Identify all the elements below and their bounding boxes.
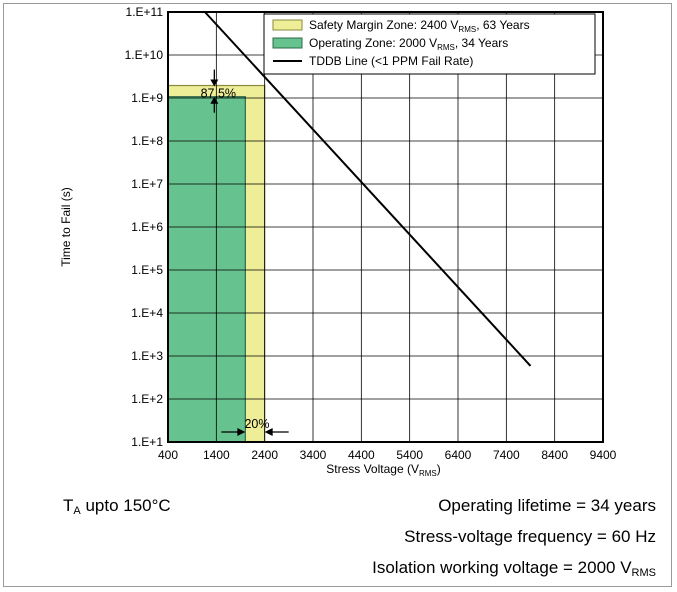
y-tick-label: 1.E+4: [131, 306, 163, 320]
y-tick-label: 1.E+5: [131, 263, 163, 277]
y-tick-label: 1.E+2: [131, 392, 163, 406]
temperature-note: TA upto 150°C: [63, 496, 171, 517]
x-tick-label: 4400: [348, 448, 375, 462]
lifetime-note: Operating lifetime = 34 years: [438, 496, 656, 515]
x-tick-label: 400: [158, 448, 178, 462]
grid-layer: [168, 11, 604, 442]
margin-arrow-right-head: [237, 428, 246, 436]
lines-layer: [204, 11, 532, 367]
legend-safety-margin-zone-label: Safety Margin Zone: 2400 VRMS, 63 Years: [309, 18, 530, 34]
legend-tddb-line-label: TDDB Line (<1 PPM Fail Rate): [309, 54, 473, 68]
y-tick-label: 1.E+9: [131, 91, 163, 105]
legend-safety-margin-zone-label-part: , 63 Years: [476, 18, 529, 32]
frequency-note: Stress-voltage frequency = 60 Hz: [404, 527, 656, 546]
x-tick-label: 2400: [251, 448, 278, 462]
y-tick-label: 1.E+3: [131, 349, 163, 363]
legend-safety-margin-zone-label-part: Safety Margin Zone: 2400 V: [309, 18, 458, 32]
x-axis-title: Stress Voltage (VRMS): [326, 462, 441, 478]
legend: Safety Margin Zone: 2400 VRMS, 63 YearsO…: [263, 13, 596, 75]
legend-operating-zone-label: Operating Zone: 2000 VRMS, 34 Years: [309, 36, 508, 52]
x-tick-label: 7400: [493, 448, 520, 462]
x-axis-title-main: Stress Voltage (V: [326, 462, 419, 476]
x-tick-label: 8400: [541, 448, 568, 462]
legend-operating-zone-label-part: RMS: [437, 43, 455, 52]
x-tick-label: 6400: [445, 448, 472, 462]
annotations-layer: 87.5% 20%: [201, 69, 289, 436]
y-tick-label: 1.E+7: [131, 177, 163, 191]
y-tick-label: 1.E+1: [131, 435, 163, 449]
tddb-line: [204, 11, 532, 367]
x-tick-label: 1400: [203, 448, 230, 462]
margin-label-87-5: 87.5%: [201, 87, 236, 101]
y-axis-title: Time to Fail (s): [59, 187, 73, 267]
tddb-chart: 87.5%20% 1.E+111.E+101.E+91.E+81.E+71.E+…: [59, 5, 617, 478]
margin-label-20: 20%: [244, 417, 269, 431]
legend-safety-margin-zone-swatch: [272, 19, 303, 31]
margin-arrow-up-head: [210, 96, 219, 104]
y-tick-label: 1.E+11: [126, 5, 164, 19]
zone-operating-zone: [167, 96, 246, 443]
legend-box: [263, 13, 596, 75]
x-tick-label: 5400: [396, 448, 423, 462]
legend-tddb-line-label-part: TDDB Line (<1 PPM Fail Rate): [309, 54, 473, 68]
x-tick-label: 3400: [300, 448, 327, 462]
figure-frame: [3, 3, 672, 587]
y-tick-label: 1.E+6: [131, 220, 163, 234]
axes-layer: 1.E+11 1.E+10 1.E+9 1.E+8 1.E+7 1.E+6 1.E+5 1.E…: [59, 5, 617, 478]
plot-frame: [167, 11, 604, 443]
margin-arrow-left-head: [264, 428, 273, 436]
x-tick-label: 9400: [590, 448, 617, 462]
legend-operating-zone-label-part: Operating Zone: 2000 V: [309, 36, 437, 50]
margin-arrow-down-head: [210, 79, 219, 87]
y-tick-label: 1.E+8: [131, 134, 163, 148]
x-axis-title-sub: RMS: [419, 469, 437, 478]
legend-operating-zone-swatch: [272, 37, 303, 49]
legend-operating-zone-label-part: , 34 Years: [455, 36, 508, 50]
legend-safety-margin-zone-label-part: RMS: [458, 25, 476, 34]
x-axis-title-close: ): [437, 462, 441, 476]
isolation-note: Isolation working voltage = 2000 VRMS: [372, 558, 656, 579]
y-tick-label: 1.E+10: [125, 48, 164, 62]
